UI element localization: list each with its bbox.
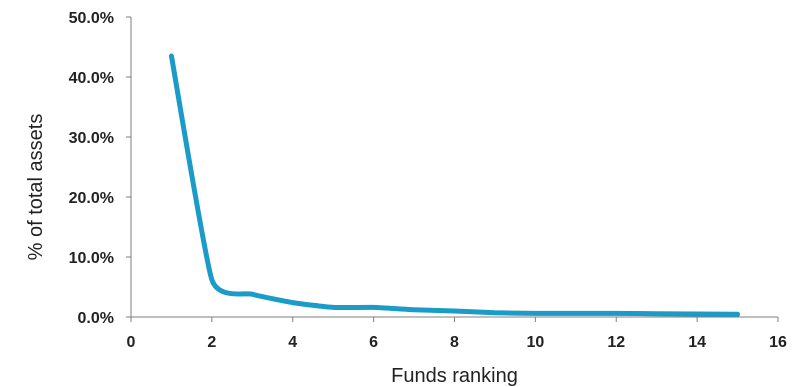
x-tick-label: 6 xyxy=(369,334,378,351)
x-tick-label: 2 xyxy=(207,334,216,351)
series-layer xyxy=(168,53,741,317)
y-tick-label: 30.0% xyxy=(69,130,114,147)
y-tick-label: 20.0% xyxy=(69,190,114,207)
y-tick-label: 50.0% xyxy=(69,10,114,27)
x-tick-label: 0 xyxy=(127,334,136,351)
x-axis-title: Funds ranking xyxy=(391,365,518,387)
y-axis: 0.0% 10.0% 20.0% 30.0% 40.0% 50.0% xyxy=(69,10,132,327)
y-tick-label: 0.0% xyxy=(78,310,114,327)
x-tick-label: 10 xyxy=(526,334,544,351)
x-tick-label: 4 xyxy=(288,334,297,351)
x-tick-label: 8 xyxy=(450,334,459,351)
y-axis-title: % of total assets xyxy=(25,114,47,261)
series-line xyxy=(168,53,741,317)
y-tick-label: 40.0% xyxy=(69,70,114,87)
x-tick-label: 14 xyxy=(688,334,706,351)
x-axis: 0 2 4 6 8 10 12 14 16 xyxy=(127,316,787,351)
x-tick-label: 16 xyxy=(769,334,787,351)
y-tick-label: 10.0% xyxy=(69,250,114,267)
x-tick-label: 12 xyxy=(607,334,625,351)
